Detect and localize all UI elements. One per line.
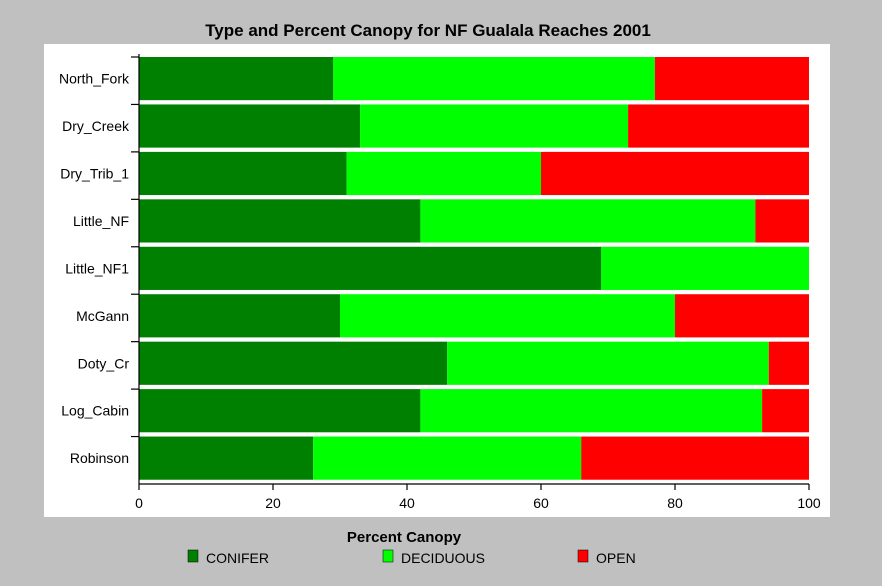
y-tick-label-robinson: Robinson (70, 450, 129, 466)
bar-mcgann-open (675, 294, 809, 338)
y-tick-label-dry-trib-1: Dry_Trib_1 (60, 165, 129, 181)
y-tick-label-little-nf: Little_NF (73, 213, 129, 229)
legend-swatch-deciduous (382, 549, 394, 563)
bar-robinson-conifer (139, 436, 314, 480)
bar-north-fork-deciduous (333, 57, 655, 101)
bar-log-cabin-open (762, 389, 809, 433)
bar-dry-trib-1-deciduous (346, 151, 541, 196)
x-tick-label-40: 40 (399, 495, 415, 511)
bar-dry-trib-1-conifer (139, 151, 347, 196)
legend-label-open: OPEN (596, 550, 636, 566)
bar-mcgann-conifer (139, 294, 340, 338)
legend-swatch-conifer (187, 549, 199, 563)
bar-robinson-deciduous (313, 436, 582, 480)
legend-label-deciduous: DECIDUOUS (401, 550, 485, 566)
bar-little-nf-open (755, 199, 809, 243)
bar-little-nf-deciduous (420, 199, 756, 243)
bar-doty-cr-deciduous (447, 341, 769, 385)
y-tick-label-dry-creek: Dry_Creek (62, 118, 130, 134)
bar-dry-trib-1-open (541, 151, 809, 196)
bar-mcgann-deciduous (340, 294, 675, 338)
x-tick-label-0: 0 (135, 495, 143, 511)
bar-little-nf1-conifer (139, 246, 602, 290)
chart-title: Type and Percent Canopy for NF Gualala R… (205, 21, 651, 40)
x-tick-label-100: 100 (797, 495, 821, 511)
legend: CONIFER DECIDUOUS OPEN (187, 549, 636, 566)
x-tick-label-60: 60 (533, 495, 549, 511)
bar-doty-cr-conifer (139, 341, 448, 385)
bar-dry-creek-deciduous (360, 104, 629, 148)
bar-log-cabin-conifer (139, 389, 421, 433)
legend-label-conifer: CONIFER (206, 550, 269, 566)
y-tick-label-mcgann: McGann (76, 308, 129, 324)
bar-log-cabin-deciduous (420, 389, 763, 433)
y-tick-label-north-fork: North_Fork (59, 71, 130, 87)
legend-swatch-open (577, 549, 589, 563)
bar-little-nf1-deciduous (601, 246, 809, 290)
bar-north-fork-open (654, 57, 809, 101)
y-tick-label-doty-cr: Doty_Cr (78, 355, 130, 371)
y-tick-label-little-nf1: Little_NF1 (65, 260, 129, 276)
y-tick-label-log-cabin: Log_Cabin (61, 403, 129, 419)
bar-doty-cr-open (768, 341, 809, 385)
bar-dry-creek-open (628, 104, 809, 148)
plot-area: North_Fork Dry_Creek Dry_Trib_1 Little_NF Li… (59, 54, 821, 511)
x-axis-title: Percent Canopy (347, 529, 462, 546)
bar-robinson-open (581, 436, 809, 480)
bar-dry-creek-conifer (139, 104, 361, 148)
bar-little-nf-conifer (139, 199, 421, 243)
bar-north-fork-conifer (139, 57, 334, 101)
x-tick-label-20: 20 (265, 495, 281, 511)
x-tick-label-80: 80 (667, 495, 683, 511)
